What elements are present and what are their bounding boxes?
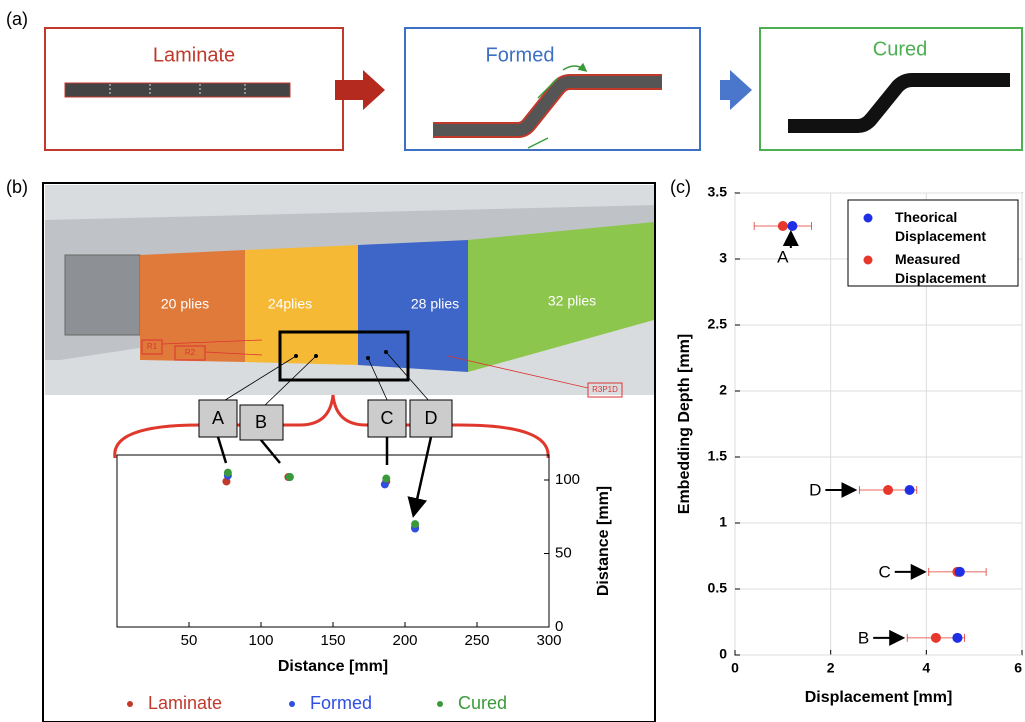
callout-label: C xyxy=(381,408,394,428)
ply-label: 20 plies xyxy=(161,296,209,312)
ply-label: 28 plies xyxy=(411,296,459,312)
x-tick-label: 100 xyxy=(248,632,273,649)
x-tick-label: 2 xyxy=(827,660,835,676)
panel-label: (b) xyxy=(6,177,28,197)
panel-label: (a) xyxy=(6,9,28,29)
callout-label: B xyxy=(255,412,267,432)
stage-title: Cured xyxy=(873,38,927,60)
x-axis-label: Distance [mm] xyxy=(278,658,388,675)
x-tick-label: 250 xyxy=(464,632,489,649)
point xyxy=(787,221,797,231)
y-tick-label: 0 xyxy=(555,618,563,635)
legend-swatch xyxy=(864,256,873,265)
legend-swatch xyxy=(864,214,873,223)
y-axis-label: Embedding Depth [mm] xyxy=(676,334,693,514)
y-tick-label: 2.5 xyxy=(708,316,728,332)
y-tick-label: 3 xyxy=(719,250,727,266)
legend-label: Cured xyxy=(458,693,507,713)
y-axis-label: Distance [mm] xyxy=(595,486,612,596)
callout-arrow xyxy=(218,437,431,513)
part-hole xyxy=(65,255,140,335)
x-axis-label: Displacement [mm] xyxy=(805,689,953,706)
point xyxy=(931,633,941,643)
point xyxy=(883,485,893,495)
y-tick-label: 0.5 xyxy=(708,580,728,596)
plot-frame xyxy=(117,455,549,627)
y-tick-label: 0 xyxy=(719,646,727,662)
x-tick-label: 0 xyxy=(731,660,739,676)
annotation: B xyxy=(858,628,869,647)
marker-label: R2 xyxy=(185,348,196,357)
ply-label: 24plies xyxy=(268,296,312,312)
callout-label: D xyxy=(425,408,438,428)
y-tick-label: 3.5 xyxy=(708,184,728,200)
strip xyxy=(788,80,1010,126)
annotation: C xyxy=(878,562,890,581)
y-tick-label: 50 xyxy=(555,544,572,561)
x-tick-label: 6 xyxy=(1014,660,1022,676)
marker-label: R3P1D xyxy=(592,385,618,394)
y-tick-label: 2 xyxy=(719,382,727,398)
panel-label: (c) xyxy=(670,177,691,197)
stage-title: Laminate xyxy=(153,44,235,66)
arrow xyxy=(720,70,752,110)
point xyxy=(411,520,419,528)
brace xyxy=(115,395,548,458)
figure: (a) Laminate Formed Cured (b) 20 plies 2… xyxy=(0,0,1025,722)
point xyxy=(382,475,390,483)
stage-title: Formed xyxy=(486,44,555,66)
y-tick-label: 100 xyxy=(555,471,580,488)
y-tick-label: 1.5 xyxy=(708,448,728,464)
legend-label: Formed xyxy=(310,693,372,713)
point xyxy=(955,567,965,577)
strip xyxy=(65,83,290,97)
x-tick-label: 50 xyxy=(181,632,198,649)
legend-swatch xyxy=(127,701,133,707)
point xyxy=(286,473,294,481)
marker-label: R1 xyxy=(147,342,158,351)
legend-swatch xyxy=(437,701,443,707)
x-tick-label: 200 xyxy=(392,632,417,649)
callout-label: A xyxy=(212,408,224,428)
point xyxy=(778,221,788,231)
annotation: A xyxy=(777,247,789,266)
x-tick-label: 4 xyxy=(922,660,930,676)
y-tick-label: 1 xyxy=(719,514,727,530)
point xyxy=(952,633,962,643)
annotation: D xyxy=(809,480,821,499)
point xyxy=(224,469,232,477)
legend-label: Laminate xyxy=(148,693,222,713)
point xyxy=(905,485,915,495)
x-tick-label: 150 xyxy=(320,632,345,649)
legend-swatch xyxy=(289,701,295,707)
ply-label: 32 plies xyxy=(548,293,596,309)
